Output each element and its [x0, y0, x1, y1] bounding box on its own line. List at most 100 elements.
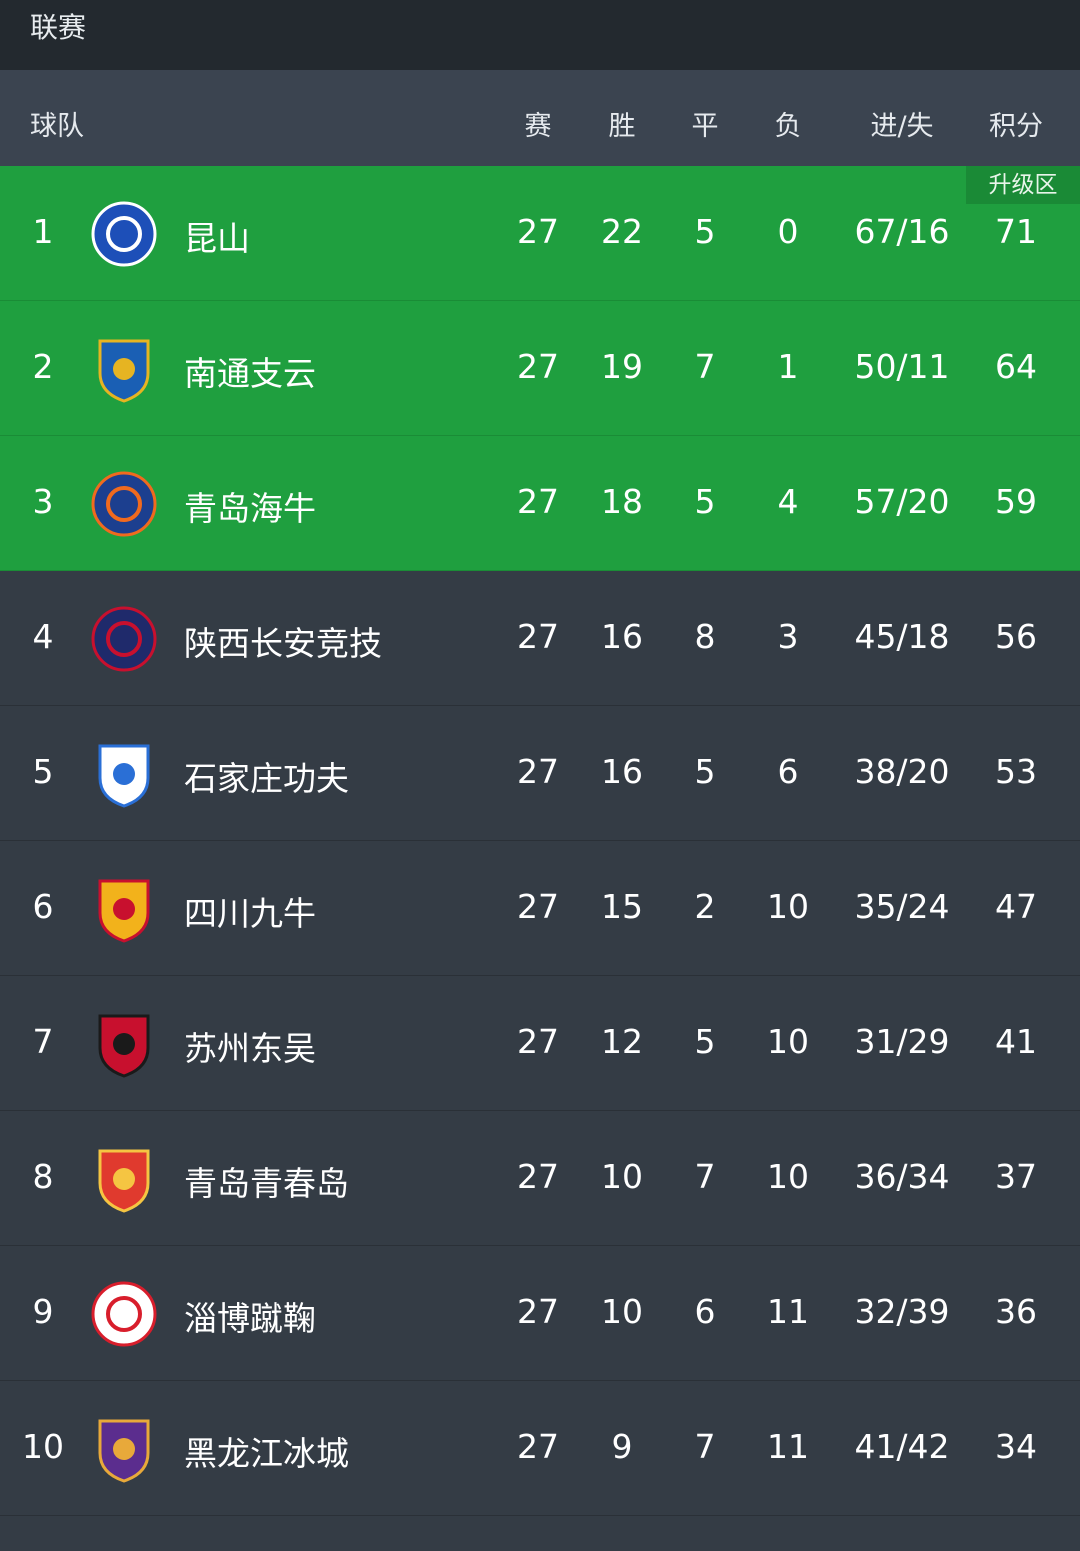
top-bar: 联赛	[0, 0, 1080, 70]
goals-value: 36/34	[854, 1157, 950, 1196]
lost-value: 3	[777, 617, 799, 656]
drawn-value: 2	[694, 887, 716, 926]
team-name[interactable]: 南通支云	[184, 354, 316, 393]
team-name[interactable]: 青岛青春岛	[184, 1164, 349, 1203]
team-name[interactable]: 陕西长安竞技	[184, 624, 382, 663]
table-row[interactable]: 10 黑龙江冰城 27 9 7 11 41/42 34	[0, 1381, 1080, 1516]
won-value: 15	[601, 887, 643, 926]
goals-value: 35/24	[854, 887, 950, 926]
points-value: 56	[995, 617, 1037, 656]
drawn-value: 5	[694, 1022, 716, 1061]
table-row[interactable]: 8 青岛青春岛 27 10 7 10 36/34 37	[0, 1111, 1080, 1246]
played-value: 27	[517, 347, 559, 386]
lost-value: 11	[767, 1292, 809, 1331]
lost-value: 11	[767, 1427, 809, 1466]
table-row[interactable]: 9 淄博蹴鞠 27 10 6 11 32/39 36	[0, 1246, 1080, 1381]
won-value: 12	[601, 1022, 643, 1061]
team-name[interactable]: 黑龙江冰城	[184, 1434, 349, 1473]
drawn-value: 5	[694, 212, 716, 251]
team-logo-icon	[98, 1149, 150, 1213]
goals-value: 57/20	[854, 482, 950, 521]
league-title: 联赛	[30, 11, 87, 44]
played-value: 27	[517, 617, 559, 656]
table-row[interactable]: 4 陕西长安竞技 27 16 8 3 45/18 56	[0, 571, 1080, 706]
goals-value: 45/18	[854, 617, 950, 656]
goals-value: 31/29	[854, 1022, 950, 1061]
team-name[interactable]: 四川九牛	[184, 894, 316, 933]
header-goals: 进/失	[870, 111, 934, 142]
rank: 9	[32, 1292, 54, 1331]
team-logo-icon	[91, 1281, 157, 1347]
team-logo-icon	[98, 744, 150, 808]
table-row[interactable]: 升级区 1 昆山 27 22 5 0 67/16 71	[0, 166, 1080, 301]
team-name[interactable]: 青岛海牛	[184, 489, 316, 528]
points-value: 37	[995, 1157, 1037, 1196]
played-value: 27	[517, 482, 559, 521]
table-row[interactable]: 2 南通支云 27 19 7 1 50/11 64	[0, 301, 1080, 436]
table-row[interactable]: 6 四川九牛 27 15 2 10 35/24 47	[0, 841, 1080, 976]
team-name[interactable]: 苏州东吴	[184, 1029, 316, 1068]
table-row[interactable]: 5 石家庄功夫 27 16 5 6 38/20 53	[0, 706, 1080, 841]
goals-value: 41/42	[854, 1427, 950, 1466]
team-name[interactable]: 淄博蹴鞠	[184, 1299, 316, 1338]
points-value: 47	[995, 887, 1037, 926]
goals-value: 67/16	[854, 212, 950, 251]
table-header: 球队 赛 胜 平 负 进/失 积分	[0, 70, 1080, 166]
drawn-value: 5	[694, 752, 716, 791]
rank: 7	[32, 1022, 54, 1061]
played-value: 27	[517, 1427, 559, 1466]
goals-value: 32/39	[854, 1292, 950, 1331]
won-value: 9	[611, 1427, 633, 1466]
rank: 5	[32, 752, 54, 791]
rank: 8	[32, 1157, 54, 1196]
header-won: 胜	[608, 111, 636, 142]
won-value: 16	[601, 752, 643, 791]
lost-value: 1	[777, 347, 799, 386]
won-value: 19	[601, 347, 643, 386]
drawn-value: 7	[694, 347, 716, 386]
rank: 1	[32, 212, 54, 251]
header-lost: 负	[774, 111, 802, 142]
team-logo-icon	[98, 1419, 150, 1483]
won-value: 22	[601, 212, 643, 251]
drawn-value: 8	[694, 617, 716, 656]
table-row[interactable]: 3 青岛海牛 27 18 5 4 57/20 59	[0, 436, 1080, 571]
played-value: 27	[517, 212, 559, 251]
played-value: 27	[517, 887, 559, 926]
lost-value: 10	[767, 1157, 809, 1196]
points-value: 34	[995, 1427, 1037, 1466]
played-value: 27	[517, 1292, 559, 1331]
rank: 2	[32, 347, 54, 386]
team-logo-icon	[98, 339, 150, 403]
header-drawn: 平	[691, 111, 719, 142]
team-logo-icon	[91, 201, 157, 267]
points-value: 36	[995, 1292, 1037, 1331]
header-points: 积分	[989, 111, 1043, 142]
header-played: 赛	[524, 111, 552, 142]
goals-value: 38/20	[854, 752, 950, 791]
drawn-value: 5	[694, 482, 716, 521]
team-logo-icon	[91, 606, 157, 672]
points-value: 41	[995, 1022, 1037, 1061]
team-name[interactable]: 石家庄功夫	[184, 759, 349, 798]
drawn-value: 6	[694, 1292, 716, 1331]
played-value: 27	[517, 752, 559, 791]
rank: 3	[32, 482, 54, 521]
won-value: 16	[601, 617, 643, 656]
table-row[interactable]: 7 苏州东吴 27 12 5 10 31/29 41	[0, 976, 1080, 1111]
played-value: 27	[517, 1157, 559, 1196]
rank: 6	[32, 887, 54, 926]
promotion-zone-badge: 升级区	[966, 166, 1080, 204]
points-value: 71	[995, 212, 1037, 251]
points-value: 53	[995, 752, 1037, 791]
team-logo-icon	[91, 471, 157, 537]
won-value: 18	[601, 482, 643, 521]
standings-table: 升级区 1 昆山 27 22 5 0 67/16 71 2 南通支云 27 19 7 1 50/11 64 3 青岛…	[0, 166, 1080, 1516]
lost-value: 10	[767, 1022, 809, 1061]
team-logo-icon	[98, 879, 150, 943]
rank: 4	[32, 617, 54, 656]
goals-value: 50/11	[854, 347, 950, 386]
points-value: 59	[995, 482, 1037, 521]
rank: 10	[22, 1427, 64, 1466]
team-name[interactable]: 昆山	[184, 219, 250, 258]
